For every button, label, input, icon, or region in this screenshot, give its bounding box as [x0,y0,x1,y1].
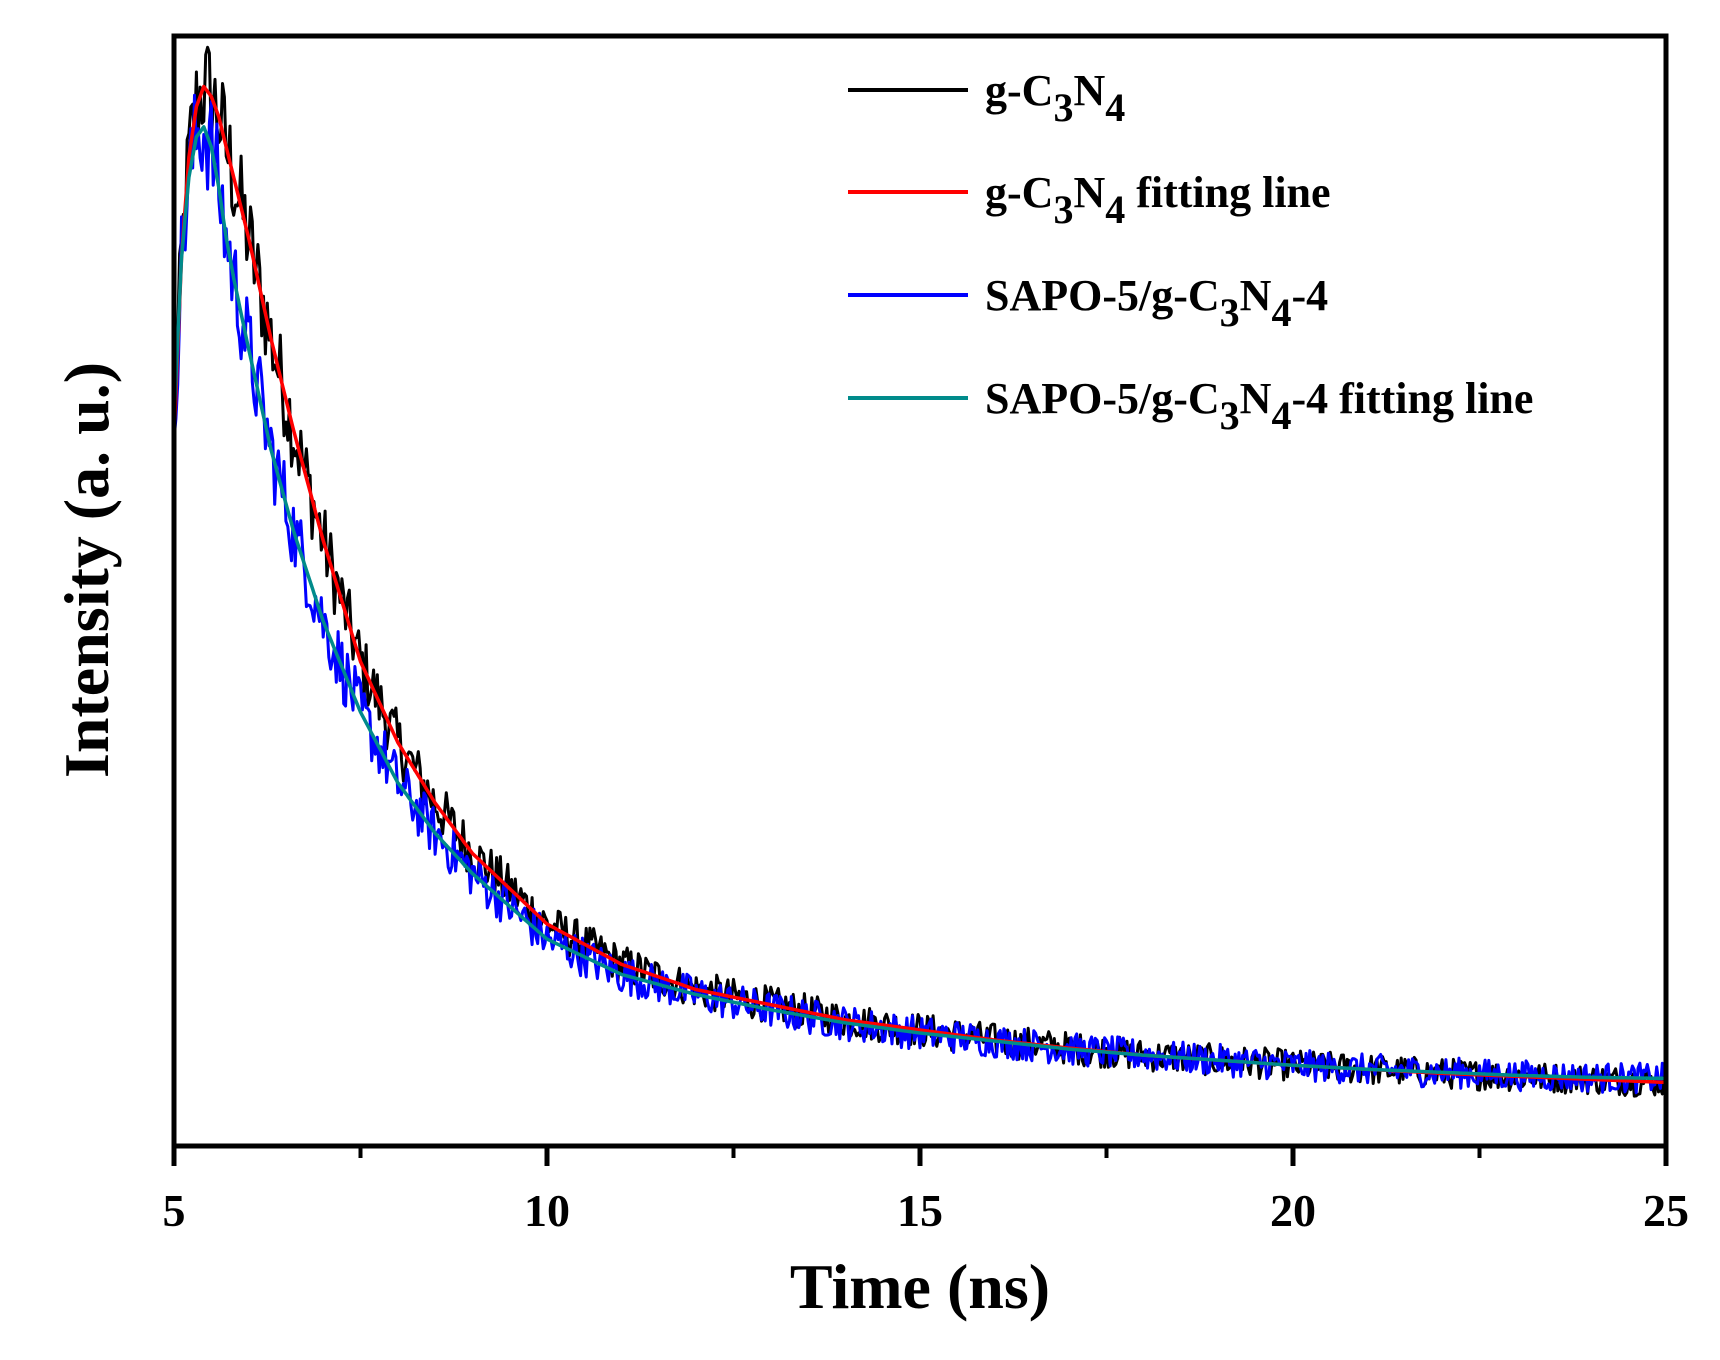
plot-frame [171,33,1669,1149]
series-layer [174,45,1666,1098]
legend: g-C3N4 g-C3N4 fitting line SAPO-5/g-C3N4-4… [848,66,1533,438]
legend-label: g-C3N4 fitting line [985,168,1331,232]
x-axis-title: Time (ns) [790,1251,1050,1322]
series-line-3 [174,125,1666,1081]
legend-label: g-C3N4 [985,66,1125,130]
x-tick-label: 10 [524,1185,570,1236]
series-line-2 [174,93,1666,1095]
legend-label: SAPO-5/g-C3N4-4 fitting line [985,374,1533,438]
series-line-1 [174,84,1666,1085]
x-tick-label: 15 [897,1185,943,1236]
x-tick-label: 25 [1643,1185,1689,1236]
series-line-0 [174,45,1666,1098]
x-tick-label: 20 [1270,1185,1316,1236]
x-tick-label: 5 [163,1185,186,1236]
legend-label: SAPO-5/g-C3N4-4 [985,271,1328,335]
y-axis-title: Intensity (a. u.) [51,362,122,778]
x-axis-ticks: 5 10 15 20 25 [163,1146,1689,1236]
